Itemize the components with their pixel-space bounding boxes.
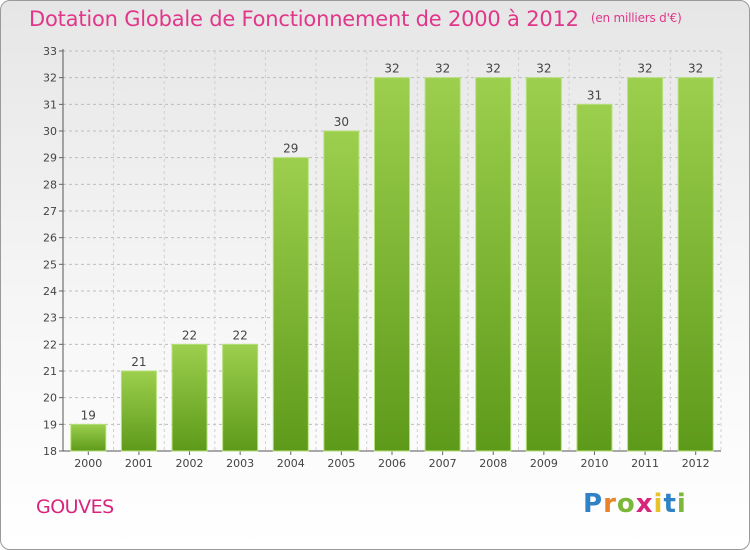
bar-value-label: 32 bbox=[435, 62, 450, 76]
y-tick-label: 28 bbox=[43, 178, 57, 191]
y-tick-label: 25 bbox=[43, 258, 57, 271]
x-tick-label: 2004 bbox=[277, 457, 305, 470]
bar-value-label: 32 bbox=[536, 62, 551, 76]
logo-letter: P bbox=[583, 489, 604, 519]
labels: 18 19 20 21 22 23 24 25 26 27 28 29 30 31 32 33 19 2000 21… bbox=[43, 45, 710, 470]
logo-letter: o bbox=[616, 489, 636, 519]
y-tick-label: 29 bbox=[43, 152, 57, 165]
x-tick-label: 2012 bbox=[682, 457, 710, 470]
logo-letter: i bbox=[676, 489, 687, 519]
x-tick-label: 2011 bbox=[631, 457, 659, 470]
y-tick-label: 31 bbox=[43, 98, 57, 111]
x-tick-label: 2010 bbox=[580, 457, 608, 470]
x-tick-label: 2000 bbox=[74, 457, 102, 470]
x-tick-label: 2008 bbox=[479, 457, 507, 470]
bar-value-label: 21 bbox=[131, 355, 146, 369]
bar bbox=[525, 77, 562, 452]
bar-value-label: 32 bbox=[384, 62, 399, 76]
y-tick-label: 32 bbox=[43, 72, 57, 85]
x-tick-label: 2006 bbox=[378, 457, 406, 470]
y-tick-label: 30 bbox=[43, 125, 57, 138]
x-tick-label: 2009 bbox=[530, 457, 558, 470]
y-tick-label: 24 bbox=[43, 285, 57, 298]
y-tick-label: 18 bbox=[43, 445, 57, 458]
x-tick-label: 2002 bbox=[176, 457, 204, 470]
chart-title-text: Dotation Globale de Fonctionnement de 20… bbox=[29, 7, 579, 31]
chart-title: Dotation Globale de Fonctionnement de 20… bbox=[29, 7, 682, 31]
bar-value-label: 29 bbox=[283, 142, 298, 156]
bar bbox=[677, 77, 714, 452]
bar-value-label: 32 bbox=[637, 62, 652, 76]
x-tick-label: 2003 bbox=[226, 457, 254, 470]
bar-value-label: 19 bbox=[81, 408, 96, 422]
bar bbox=[171, 343, 208, 452]
bar-value-label: 32 bbox=[688, 62, 703, 76]
bar-value-label: 31 bbox=[587, 88, 602, 102]
y-tick-label: 22 bbox=[43, 338, 57, 351]
bar bbox=[627, 77, 664, 452]
bar-value-label: 30 bbox=[334, 115, 349, 129]
bar bbox=[374, 77, 410, 452]
bar bbox=[475, 77, 512, 452]
logo-letter: i bbox=[653, 489, 664, 519]
y-tick-label: 20 bbox=[43, 392, 57, 405]
bar bbox=[272, 157, 309, 452]
bar bbox=[222, 343, 259, 452]
y-tick-label: 27 bbox=[43, 205, 57, 218]
x-tick-label: 2007 bbox=[429, 457, 457, 470]
y-tick-label: 21 bbox=[43, 365, 57, 378]
y-tick-label: 19 bbox=[43, 418, 57, 431]
logo-letter: t bbox=[663, 489, 677, 519]
chart-unit-note: (en milliers d'€) bbox=[590, 11, 682, 25]
logo-letter: x bbox=[635, 489, 654, 519]
x-tick-label: 2001 bbox=[125, 457, 153, 470]
logo-letter: r bbox=[603, 489, 617, 519]
proxiti-logo: Proxiti bbox=[583, 489, 687, 519]
bar-value-label: 32 bbox=[486, 62, 501, 76]
y-tick-label: 33 bbox=[43, 45, 57, 58]
x-tick-label: 2005 bbox=[327, 457, 355, 470]
bar bbox=[323, 130, 360, 452]
bars bbox=[70, 77, 714, 452]
bar bbox=[424, 77, 461, 452]
bar bbox=[70, 423, 107, 452]
bar-value-label: 22 bbox=[182, 328, 197, 342]
bar bbox=[576, 103, 613, 452]
commune-name: GOUVES bbox=[36, 496, 114, 518]
bar bbox=[120, 370, 157, 452]
bar-value-label: 22 bbox=[233, 328, 248, 342]
y-tick-label: 26 bbox=[43, 232, 57, 245]
y-tick-label: 23 bbox=[43, 312, 57, 325]
